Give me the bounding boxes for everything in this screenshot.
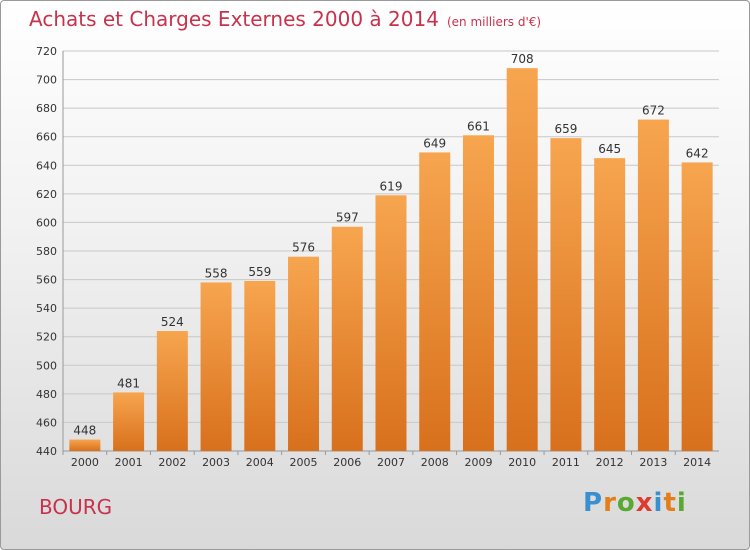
- data-label: 661: [467, 119, 490, 133]
- logo-letter: o: [616, 488, 636, 518]
- bar: [550, 138, 582, 451]
- data-label: 649: [423, 136, 446, 150]
- logo-letter: i: [676, 488, 687, 518]
- bar: [637, 119, 669, 452]
- y-tick-label: 660: [36, 131, 57, 144]
- bar: [331, 226, 363, 451]
- bar: [288, 256, 320, 451]
- x-tick-label: 2001: [115, 456, 143, 469]
- logo-letter: x: [635, 488, 654, 518]
- y-tick-label: 580: [36, 245, 57, 258]
- x-tick-label: 2014: [683, 456, 711, 469]
- bar: [375, 195, 407, 451]
- data-label: 619: [380, 179, 403, 193]
- data-label: 645: [598, 142, 621, 156]
- data-label: 524: [161, 315, 184, 329]
- y-tick-label: 520: [36, 331, 57, 344]
- x-tick-label: 2002: [158, 456, 186, 469]
- data-label: 597: [336, 211, 359, 225]
- y-tick-label: 680: [36, 102, 57, 115]
- x-tick-label: 2005: [290, 456, 318, 469]
- x-tick-label: 2013: [639, 456, 667, 469]
- x-tick-label: 2004: [246, 456, 274, 469]
- data-label: 576: [292, 241, 315, 255]
- bar: [69, 439, 101, 451]
- location-label: BOURG: [39, 495, 113, 519]
- logo-letter: P: [583, 488, 604, 518]
- bar: [681, 162, 713, 451]
- bar: [156, 331, 188, 451]
- bar: [594, 158, 626, 451]
- x-tick-label: 2006: [333, 456, 361, 469]
- data-label: 558: [205, 266, 228, 280]
- y-tick-label: 560: [36, 274, 57, 287]
- bar: [462, 135, 494, 452]
- y-tick-label: 500: [36, 359, 57, 372]
- x-tick-label: 2000: [71, 456, 99, 469]
- data-label: 481: [117, 376, 140, 390]
- data-label: 672: [642, 104, 665, 118]
- x-tick-label: 2011: [552, 456, 580, 469]
- x-tick-label: 2009: [464, 456, 492, 469]
- y-tick-label: 700: [36, 74, 57, 87]
- y-tick-label: 440: [36, 445, 57, 458]
- x-tick-label: 2012: [596, 456, 624, 469]
- data-label: 708: [511, 52, 534, 66]
- bar: [419, 152, 451, 451]
- logo-letter: r: [603, 488, 617, 518]
- x-tick-label: 2010: [508, 456, 536, 469]
- logo-letter: t: [663, 488, 677, 518]
- data-label: 659: [554, 122, 577, 136]
- y-tick-label: 600: [36, 216, 57, 229]
- data-labels: 448 481 524 558 559 576 597 619 649 661 708 659 645 6…: [73, 52, 708, 437]
- chart-title: Achats et Charges Externes 2000 à 2014 (e…: [29, 7, 541, 31]
- chart-title-text: Achats et Charges Externes 2000 à 2014: [29, 7, 439, 31]
- x-tick-label: 2003: [202, 456, 230, 469]
- x-tick-label: 2007: [377, 456, 405, 469]
- y-tick-label: 640: [36, 159, 57, 172]
- x-tick-label: 2008: [421, 456, 449, 469]
- data-label: 559: [248, 265, 271, 279]
- bar: [506, 68, 538, 452]
- chart-subtitle: (en milliers d'€): [446, 15, 542, 29]
- logo-letter: i: [653, 488, 664, 518]
- data-label: 642: [686, 146, 709, 160]
- bar: [113, 392, 145, 451]
- y-tick-label: 540: [36, 302, 57, 315]
- y-tick-label: 720: [36, 45, 57, 58]
- proxiti-logo: Proxiti: [583, 488, 687, 518]
- y-tick-label: 460: [36, 416, 57, 429]
- y-tick-label: 620: [36, 188, 57, 201]
- y-tick-label: 480: [36, 388, 57, 401]
- axes: 440 460 480 500 520 540 560 580 600 620 640 660 680 7…: [36, 45, 719, 469]
- bar: [244, 281, 276, 451]
- bar: [200, 282, 232, 451]
- bars: [69, 68, 713, 452]
- data-label: 448: [73, 424, 96, 438]
